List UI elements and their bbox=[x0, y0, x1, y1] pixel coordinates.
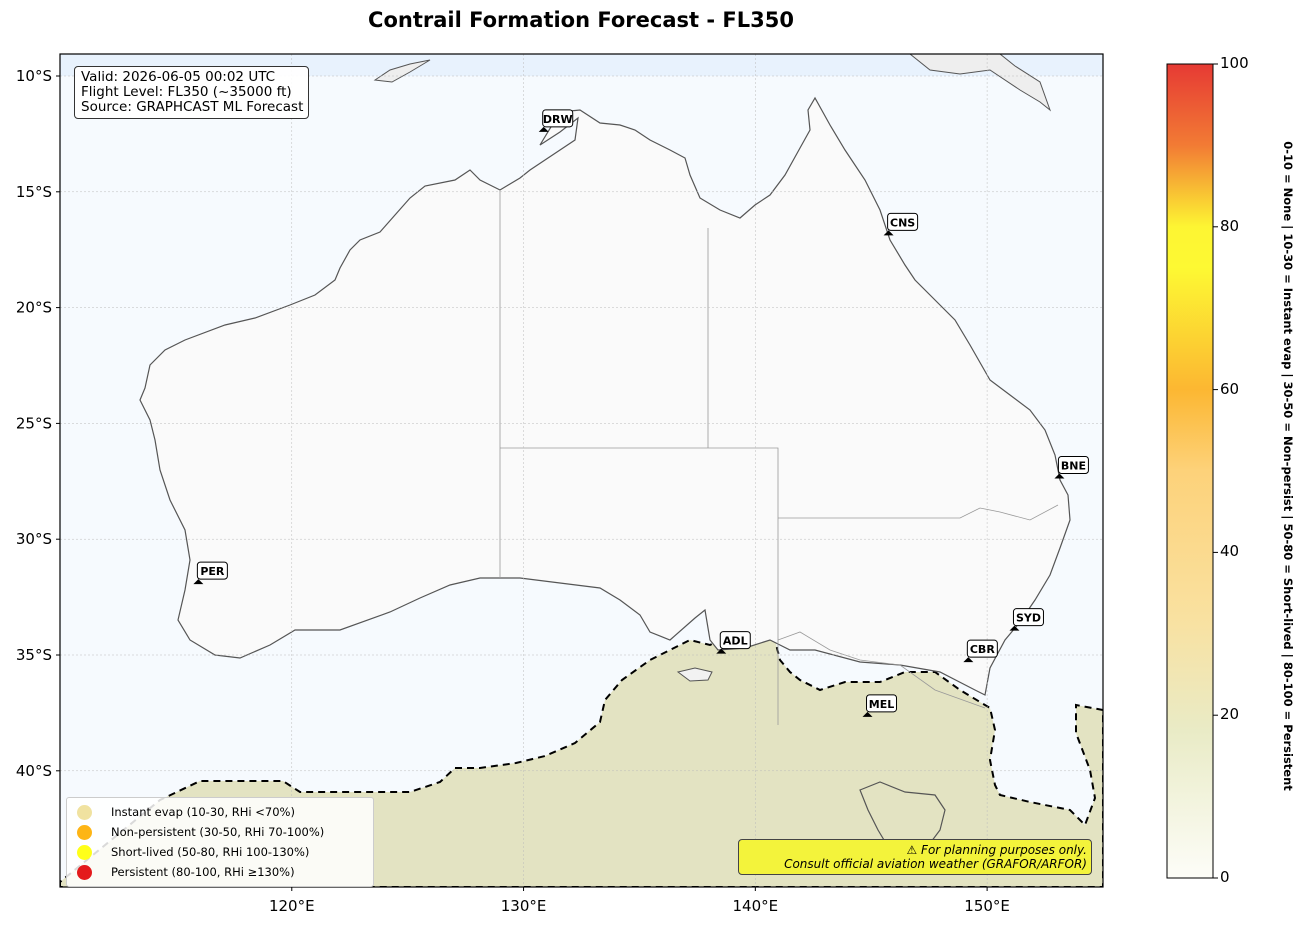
airport-cbr: CBR bbox=[963, 639, 998, 663]
forecast-info-box: Valid: 2026-06-05 00:02 UTC Flight Level… bbox=[74, 66, 310, 119]
colorbar-tick-label: 80 bbox=[1220, 216, 1240, 235]
airport-label-box bbox=[966, 639, 998, 658]
legend-label: Non-persistent (30-50, RHi 70-100%) bbox=[111, 825, 325, 839]
airport-per: PER bbox=[193, 561, 228, 585]
lon-tick-label: 150°E bbox=[964, 897, 1010, 915]
airport-marker-icon bbox=[1054, 473, 1065, 479]
legend-item: Short-lived (50-80, RHi 100-130%) bbox=[77, 842, 371, 862]
legend-swatch bbox=[77, 864, 92, 880]
colorbar-tick-label: 40 bbox=[1220, 542, 1240, 561]
legend-swatch bbox=[77, 824, 92, 840]
legend-swatch bbox=[77, 844, 92, 860]
airport-marker-icon bbox=[538, 126, 549, 132]
warning-line-1: ⚠ For planning purposes only. bbox=[906, 843, 1087, 857]
colorbar-side-label: 0-10 = None | 10-30 = Instant evap | 30-… bbox=[1281, 141, 1295, 791]
airport-label-box bbox=[719, 631, 751, 650]
airport-label: DRW bbox=[543, 113, 573, 126]
airport-marker-icon bbox=[193, 579, 204, 585]
airport-label: CBR bbox=[970, 643, 995, 656]
airport-adl: ADL bbox=[716, 631, 751, 654]
airport-label-box bbox=[542, 109, 574, 128]
legend-label: Instant evap (10-30, RHi <70%) bbox=[111, 805, 295, 819]
airport-label: SYD bbox=[1016, 612, 1041, 625]
forecast-source: Source: GRAPHCAST ML Forecast bbox=[81, 99, 304, 115]
map-frame bbox=[59, 53, 1104, 888]
colorbar-tick-label: 100 bbox=[1220, 54, 1249, 72]
airport-label: MEL bbox=[869, 698, 894, 711]
legend-item: Persistent (80-100, RHi ≥130%) bbox=[77, 862, 371, 882]
colorbar-tick-label: 0 bbox=[1220, 868, 1230, 886]
colorbar-ticks bbox=[1213, 63, 1218, 879]
airport-label: ADL bbox=[723, 635, 748, 648]
airport-label: PER bbox=[200, 565, 225, 578]
lat-tick-label: 30°S bbox=[16, 530, 52, 548]
top-edge-band bbox=[60, 54, 1103, 76]
airport-marker-icon bbox=[883, 230, 894, 236]
legend-swatch bbox=[77, 804, 92, 820]
legend-item: Instant evap (10-30, RHi <70%) bbox=[77, 802, 371, 822]
legend-label: Short-lived (50-80, RHi 100-130%) bbox=[111, 845, 310, 859]
airport-markers: DRW CNS BNE PER ADL SYD CBR MEL bbox=[193, 109, 1089, 717]
lat-tick-label: 35°S bbox=[16, 646, 52, 664]
colorbar-tick-label: 20 bbox=[1220, 705, 1240, 724]
airport-label-box bbox=[866, 694, 898, 713]
legend-item: Non-persistent (30-50, RHi 70-100%) bbox=[77, 822, 371, 842]
lat-tick-label: 40°S bbox=[16, 762, 52, 780]
airport-cns: CNS bbox=[883, 212, 919, 236]
kangaroo-island bbox=[676, 667, 713, 682]
airport-marker-icon bbox=[716, 648, 727, 654]
lat-tick-label: 10°S bbox=[16, 67, 52, 85]
lon-tick-label: 130°E bbox=[501, 897, 547, 915]
airport-label-box bbox=[1057, 456, 1089, 475]
australia-mainland bbox=[139, 96, 1071, 696]
airport-mel: MEL bbox=[862, 694, 898, 717]
airport-label: CNS bbox=[890, 216, 915, 229]
airport-label-box bbox=[1012, 608, 1044, 627]
new-guinea-coast bbox=[909, 54, 1052, 112]
airport-drw: DRW bbox=[538, 109, 574, 132]
colorbar bbox=[1166, 63, 1214, 879]
airport-label-box bbox=[887, 212, 919, 231]
airport-marker-icon bbox=[862, 711, 873, 717]
map-title: Contrail Formation Forecast - FL350 bbox=[368, 8, 794, 32]
airport-label: BNE bbox=[1061, 460, 1086, 473]
warning-line-2: Consult official aviation weather (GRAFO… bbox=[784, 857, 1087, 871]
timor-coast bbox=[373, 59, 431, 83]
airport-marker-icon bbox=[963, 657, 974, 663]
lat-tick-label: 20°S bbox=[16, 299, 52, 317]
airport-bne: BNE bbox=[1054, 456, 1089, 479]
lon-tick-label: 120°E bbox=[269, 897, 315, 915]
valid-time: Valid: 2026-06-05 00:02 UTC bbox=[81, 69, 276, 85]
lon-tick-label: 140°E bbox=[733, 897, 779, 915]
state-borders bbox=[499, 190, 1059, 725]
lat-tick-label: 25°S bbox=[16, 414, 52, 432]
legend: Instant evap (10-30, RHi <70%) Non-persi… bbox=[66, 797, 374, 887]
axis-ticks: 10°S 15°S 20°S 25°S 30°S 35°S 40°S 120°E 130°E 14… bbox=[16, 67, 1010, 915]
airport-label-box bbox=[196, 561, 228, 580]
airport-marker-icon bbox=[1009, 625, 1020, 631]
flight-level: Flight Level: FL350 (~35000 ft) bbox=[81, 84, 292, 100]
planning-warning: ⚠ For planning purposes only. Consult of… bbox=[738, 839, 1092, 875]
airport-syd: SYD bbox=[1009, 608, 1044, 631]
legend-label: Persistent (80-100, RHi ≥130%) bbox=[111, 865, 295, 879]
lat-tick-label: 15°S bbox=[16, 183, 52, 201]
colorbar-tick-label: 60 bbox=[1220, 379, 1240, 398]
